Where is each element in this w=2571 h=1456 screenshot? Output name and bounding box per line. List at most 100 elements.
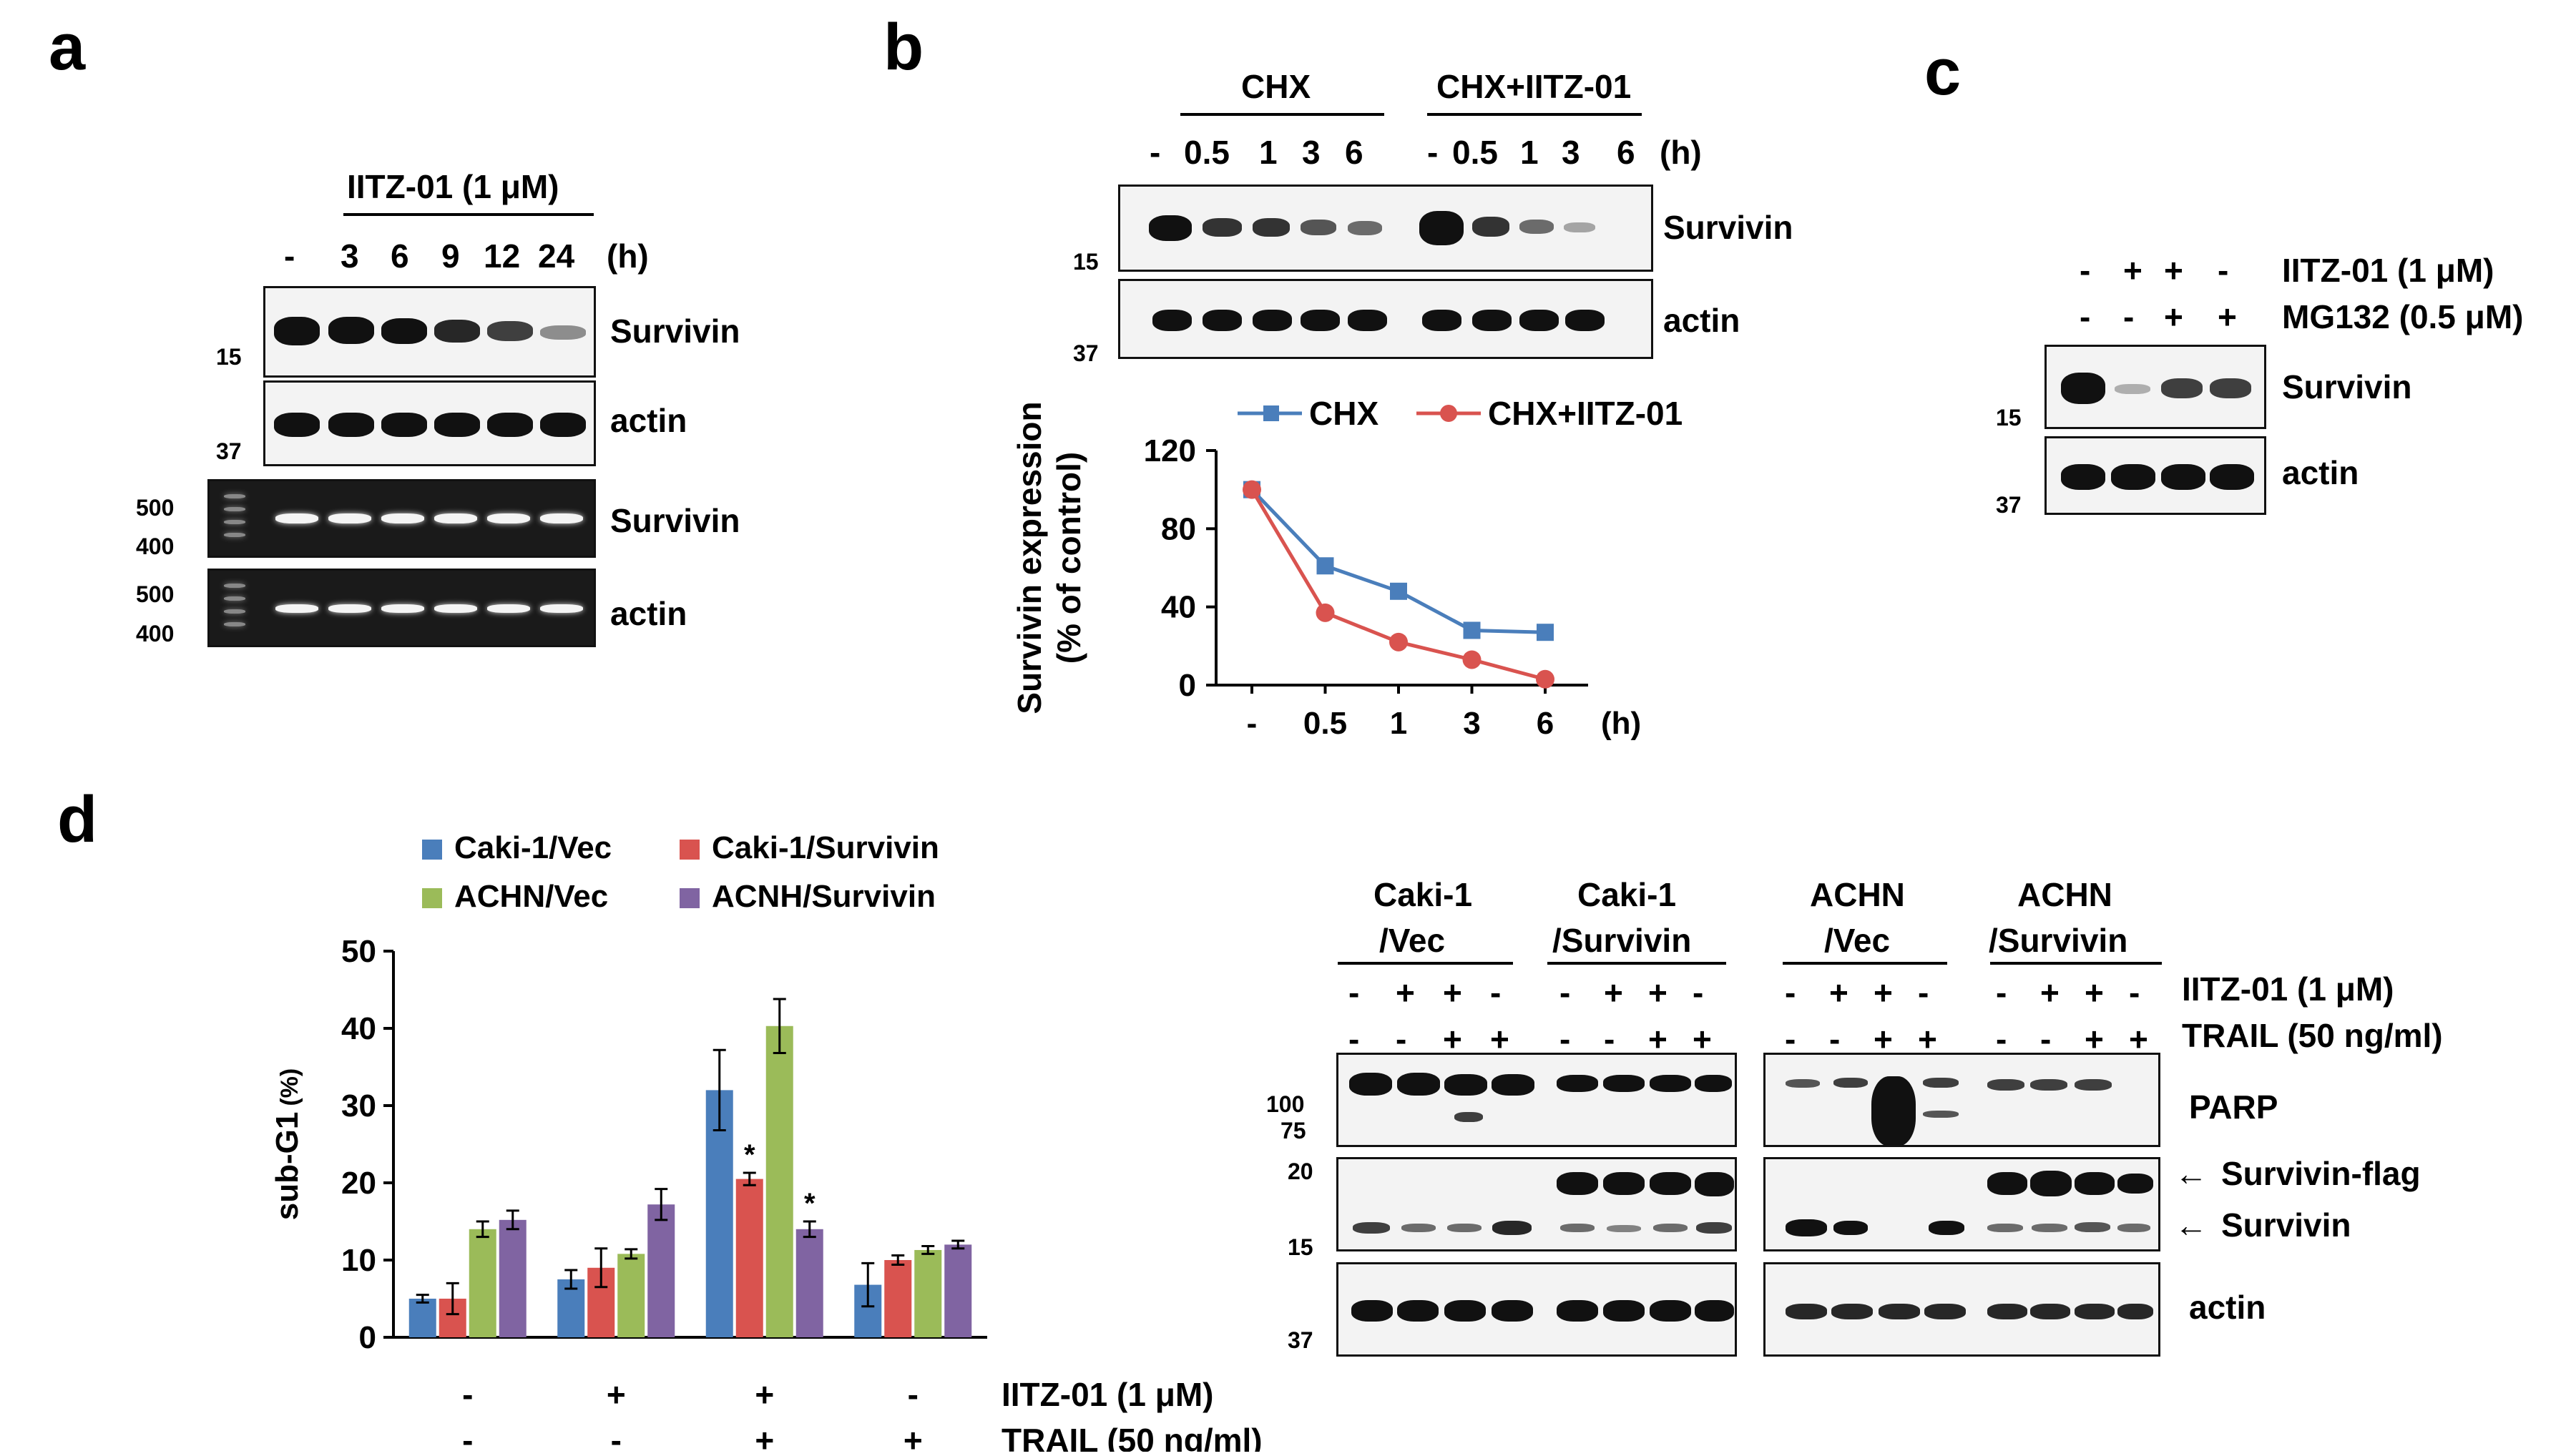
bar <box>408 1299 436 1337</box>
d-treatment-sign: - <box>1829 1020 1841 1058</box>
d-bar-chart: 0 10 20 30 40 50 sub-G1 (%) Caki-1/Vec Caki-1/Sur… <box>272 830 1263 1452</box>
data-point <box>1462 650 1482 669</box>
d-treatment-sign: + <box>1693 1020 1712 1058</box>
d-treatment-sign: - <box>2040 1020 2052 1058</box>
legend-swatch <box>680 840 700 860</box>
b-group2-bar <box>1427 113 1642 116</box>
data-point <box>1316 557 1334 575</box>
y-tick-label: 10 <box>341 1243 376 1278</box>
a-blot-label: actin <box>610 595 687 632</box>
bar <box>647 1204 675 1337</box>
b-lane-label: 1 <box>1259 134 1278 171</box>
d-treatment-sign: - <box>1918 974 1929 1011</box>
legend-swatch <box>422 888 442 908</box>
d-treatment-sign: - <box>1559 974 1571 1011</box>
bar <box>795 1229 823 1337</box>
a-lane-label: - <box>284 237 295 275</box>
a-actin-blot <box>263 380 596 466</box>
b-actin-blot <box>1118 279 1653 359</box>
d-treatment-sign: - <box>1396 1020 1407 1058</box>
y-axis-label-line2: (% of control) <box>1050 452 1087 664</box>
y-axis-label-line1: Survivin expression <box>1011 401 1048 714</box>
y-tick-label: 30 <box>341 1088 376 1123</box>
condition-sign: - <box>462 1376 473 1413</box>
c-sign: + <box>2164 298 2183 335</box>
d-treatment-sign: + <box>1396 974 1415 1011</box>
condition-sign: + <box>755 1422 774 1452</box>
d-mw-20: 20 <box>1288 1159 1313 1184</box>
c-sign: - <box>2080 298 2091 335</box>
condition-sign: - <box>462 1422 473 1452</box>
y-tick-label: 50 <box>341 934 376 969</box>
b-lane-label: 0.5 <box>1184 134 1230 171</box>
d-group-bar <box>1338 962 1513 965</box>
d-iitz-label: IITZ-01 (1 μM) <box>2182 970 2394 1008</box>
d-treatment-sign: - <box>1996 1020 2007 1058</box>
d-treatment-sign: - <box>1348 1020 1360 1058</box>
x-tick-label: 0.5 <box>1303 706 1347 741</box>
x-tick-label: 3 <box>1463 706 1480 741</box>
a-blot-label: actin <box>610 402 687 439</box>
c-sign: + <box>2164 252 2183 289</box>
a-blot-label: Survivin <box>610 313 740 350</box>
condition-row-label: IITZ-01 (1 μM) <box>1002 1376 1213 1413</box>
d-treatment-sign: - <box>1785 1020 1796 1058</box>
b-group1-bar <box>1180 113 1384 116</box>
a-treatment-label: IITZ-01 (1 μM) <box>347 168 559 205</box>
b-group1-label: CHX <box>1241 68 1311 105</box>
c-row-label: MG132 (0.5 μM) <box>2282 298 2524 335</box>
data-point <box>1463 621 1481 639</box>
condition-sign: + <box>903 1422 923 1452</box>
a-unit-label: (h) <box>607 237 649 275</box>
bar <box>914 1249 942 1337</box>
d-treatment-sign: - <box>1490 974 1502 1011</box>
a-mw-37: 37 <box>216 438 242 464</box>
x-tick-label: 1 <box>1390 706 1407 741</box>
d-mw-15: 15 <box>1288 1234 1313 1260</box>
b-lane-label: 6 <box>1617 134 1635 171</box>
d-group-line2: /Survivin <box>1552 922 1692 959</box>
bar <box>765 1025 793 1337</box>
data-point <box>1537 624 1554 641</box>
d-group-line1: ACHN <box>2017 876 2112 913</box>
d-treatment-sign: - <box>2129 974 2140 1011</box>
b-unit-label: (h) <box>1660 134 1702 171</box>
c-survivin-blot <box>2044 345 2266 429</box>
legend-label: ACHN/Vec <box>454 879 608 914</box>
d-treatment-sign: + <box>1829 974 1848 1011</box>
c-sign: + <box>2218 298 2237 335</box>
a-actin-pcr-gel <box>207 569 596 647</box>
legend-label: Caki-1/Vec <box>454 830 612 865</box>
a-lane-label: 9 <box>441 237 460 275</box>
condition-sign: - <box>908 1376 919 1413</box>
d-treatment-sign: + <box>2085 1020 2104 1058</box>
d-treatment-sign: + <box>1918 1020 1937 1058</box>
b-lane-label: - <box>1427 134 1439 171</box>
d-group-line2: /Vec <box>1824 922 1891 959</box>
b-survivin-blot <box>1118 185 1653 272</box>
bar <box>884 1260 912 1337</box>
b-line-chart: 0 40 80 120 - 0.5 1 3 6 (h) Survivin expression(% … <box>1011 395 1683 741</box>
c-sign: - <box>2218 252 2229 289</box>
d-group-line1: Caki-1 <box>1577 876 1677 913</box>
b-lane-label: - <box>1150 134 1161 171</box>
d-blot-label: actin <box>2189 1289 2266 1326</box>
d-parp-blot-caki <box>1336 1053 1737 1147</box>
bar <box>499 1219 527 1337</box>
a-survivin-pcr-gel <box>207 479 596 558</box>
condition-sign: + <box>607 1376 626 1413</box>
y-tick-label: 0 <box>359 1320 376 1355</box>
d-group-bar <box>1990 962 2162 965</box>
y-tick-label: 80 <box>1161 511 1196 546</box>
b-lane-label: 1 <box>1520 134 1539 171</box>
bar <box>469 1229 496 1337</box>
c-row-label: IITZ-01 (1 μM) <box>2282 252 2494 289</box>
y-tick-label: 40 <box>341 1011 376 1046</box>
y-axis-label-unit: (%) <box>276 1068 303 1106</box>
bar <box>944 1244 972 1337</box>
d-treatment-sign: + <box>1874 1020 1893 1058</box>
b-blot-label: actin <box>1663 302 1740 339</box>
a-lane-label: 24 <box>538 237 575 275</box>
legend-label: Caki-1/Survivin <box>712 830 939 865</box>
